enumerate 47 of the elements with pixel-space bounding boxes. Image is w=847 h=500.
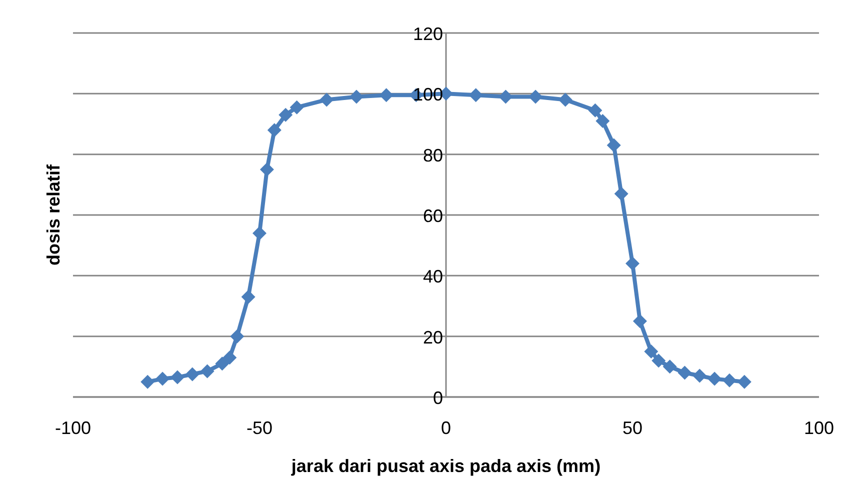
x-axis-title: jarak dari pusat axis pada axis (mm) <box>290 456 601 476</box>
point <box>626 256 640 271</box>
point <box>528 90 543 104</box>
point <box>558 92 572 107</box>
point <box>230 329 244 344</box>
point <box>468 88 483 102</box>
point <box>252 226 266 240</box>
point <box>200 364 214 378</box>
point <box>737 374 752 389</box>
point <box>662 360 677 374</box>
y-tick-label: 60 <box>422 206 443 226</box>
point <box>185 367 200 382</box>
point <box>644 344 658 358</box>
point <box>614 186 628 201</box>
x-tick-label: -100 <box>54 418 92 438</box>
y-tick-label: 120 <box>412 24 443 44</box>
y-axis-title: dosis relatif <box>43 163 64 266</box>
point <box>379 88 394 102</box>
point <box>588 103 602 118</box>
point <box>606 138 621 152</box>
x-tick-label: 50 <box>622 418 643 438</box>
point <box>652 354 666 368</box>
y-tick-label: 0 <box>432 388 443 408</box>
point <box>156 372 170 386</box>
y-tick-label: 40 <box>422 266 443 287</box>
x-tick-label: -50 <box>246 418 273 438</box>
point <box>596 114 610 128</box>
point <box>222 350 237 365</box>
point <box>678 366 692 380</box>
point <box>498 90 513 104</box>
point <box>722 373 736 388</box>
point <box>290 100 304 114</box>
point <box>278 108 293 122</box>
point <box>260 162 274 176</box>
x-tick-label: 100 <box>804 418 834 438</box>
point <box>170 370 184 384</box>
point <box>632 314 647 328</box>
point <box>241 290 256 304</box>
point <box>349 90 364 104</box>
point <box>320 92 334 107</box>
y-tick-label: 20 <box>422 327 443 348</box>
point <box>692 368 707 383</box>
point <box>140 374 155 389</box>
point <box>708 372 722 386</box>
point <box>215 356 230 371</box>
y-tick-label: 80 <box>422 145 443 166</box>
point <box>267 123 282 138</box>
